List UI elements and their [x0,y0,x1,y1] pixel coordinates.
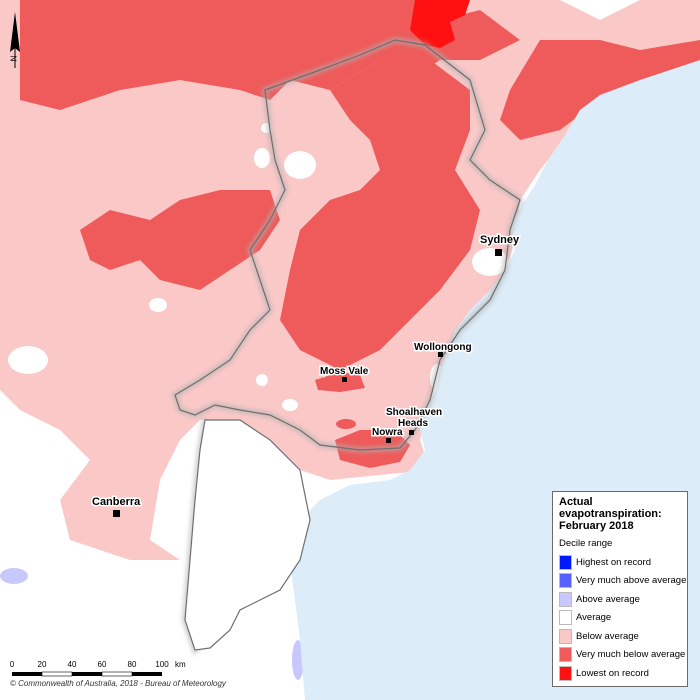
city-marker [113,510,120,517]
city-label: Shoalhaven Heads [386,407,445,429]
scale-tick-label: 80 [127,660,137,669]
lowest-record-region [410,0,470,48]
legend-item: Highest on record [559,553,681,572]
legend-item: Below average [559,627,681,646]
region-boundary [171,36,524,656]
scale-tick-label: 0 [9,660,15,669]
city-label: Sydney [480,234,520,246]
legend-subtitle: Decile range [559,538,613,549]
legend-title-line: Actual [559,496,593,508]
north-arrow: N [8,12,22,72]
scale-bar-graphic [12,671,162,677]
copyright-notice: © Commonwealth of Australia, 2018 - Bure… [10,679,226,688]
legend-label: Below average [576,630,639,642]
shoalhaven-label-line2: Heads [398,418,428,429]
scale-tick-label: 40 [67,660,77,669]
city-canberra: Canberra [91,495,143,517]
city-marker [342,377,347,382]
north-arrow-icon [10,12,20,68]
scale-unit: km [175,660,186,669]
city-marker [438,352,443,357]
city-sydney: Sydney [479,233,522,256]
legend-label: Very much below average [576,649,686,661]
scale-tick-label: 100 [155,660,169,669]
legend-label: Highest on record [576,556,651,568]
legend-swatch [559,665,572,681]
city-marker [386,438,391,443]
legend-swatch [559,554,572,570]
legend-swatch [559,573,572,589]
city-wollongong: Wollongong [413,341,473,357]
shoalhaven-label-line1: Shoalhaven [386,407,442,418]
city-shoalhaven-heads: Shoalhaven Heads [385,406,445,435]
city-marker [409,430,414,435]
scale-tick-label: 60 [97,660,107,669]
city-marker [495,249,502,256]
legend-item: Very much below average [559,646,685,665]
legend-item: Lowest on record [559,664,681,683]
legend-item: Average [559,609,681,628]
city-label: Nowra [372,427,403,438]
city-label: Wollongong [414,342,472,353]
legend-items: Highest on record Very much above average… [559,553,686,683]
legend-label: Average [576,612,612,624]
legend-title-line: evapotranspiration: [559,508,662,520]
scale-tick-label: 20 [37,660,47,669]
legend-swatch [559,628,572,644]
city-label: Canberra [92,496,141,508]
very-much-below-regions [20,0,700,468]
city-nowra: Nowra [371,426,405,443]
legend-swatch [559,591,572,607]
north-label: N [9,55,19,62]
legend-item: Above average [559,590,681,609]
legend-swatch [559,647,572,663]
legend-label: Very much above average [576,575,687,587]
legend-label: Lowest on record [576,667,649,679]
legend-swatch [559,610,572,626]
city-moss-vale: Moss Vale [319,365,370,382]
city-label: Moss Vale [320,366,369,377]
legend-label: Above average [576,593,640,605]
legend-title: Actual evapotranspiration: February 2018 [559,496,681,532]
scale-bar: 0 20 40 60 80 100 km [10,660,190,678]
legend: Actual evapotranspiration: February 2018… [552,491,688,687]
legend-item: Very much above average [559,572,686,591]
legend-title-line: February 2018 [559,520,634,532]
